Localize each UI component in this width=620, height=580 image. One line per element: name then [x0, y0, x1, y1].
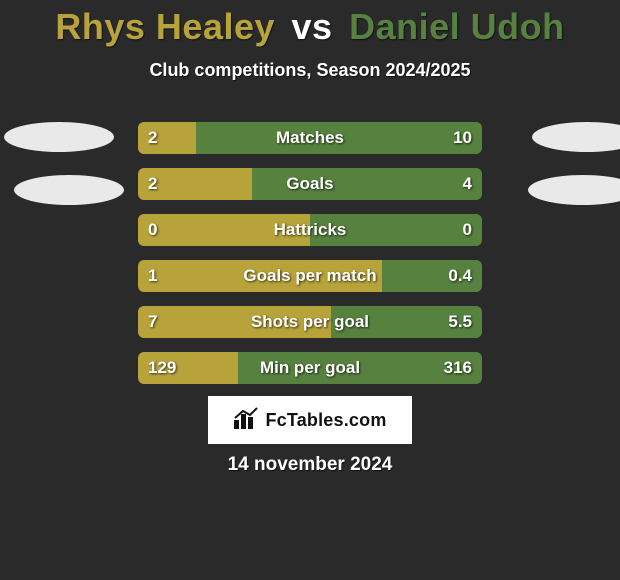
- avatar-placeholder-right-2: [528, 175, 620, 205]
- bars-icon: [233, 406, 259, 435]
- stat-seg-right: [196, 122, 482, 154]
- stat-seg-left: [138, 260, 382, 292]
- stat-bar: Matches210: [138, 122, 482, 154]
- stat-seg-left: [138, 122, 196, 154]
- stats-bars: Matches210 Goals24 Hattricks00 Goals per ma…: [138, 122, 482, 398]
- title: Rhys Healey vs Daniel Udoh: [0, 0, 620, 48]
- stat-seg-right: [238, 352, 482, 384]
- stat-bar: Hattricks00: [138, 214, 482, 246]
- avatar-placeholder-left-1: [4, 122, 114, 152]
- logo-text: FcTables.com: [265, 410, 386, 431]
- avatar-placeholder-left-2: [14, 175, 124, 205]
- stat-bar: Goals per match10.4: [138, 260, 482, 292]
- stat-bar: Min per goal129316: [138, 352, 482, 384]
- stat-seg-left: [138, 352, 238, 384]
- stat-seg-left: [138, 306, 331, 338]
- stat-seg-right: [310, 214, 482, 246]
- stat-bar: Shots per goal75.5: [138, 306, 482, 338]
- stat-seg-left: [138, 214, 310, 246]
- stat-seg-right: [252, 168, 482, 200]
- stat-bar: Goals24: [138, 168, 482, 200]
- title-player1: Rhys Healey: [55, 6, 275, 47]
- subtitle: Club competitions, Season 2024/2025: [0, 60, 620, 81]
- title-player2: Daniel Udoh: [349, 6, 565, 47]
- stat-seg-right: [331, 306, 482, 338]
- avatar-placeholder-right-1: [532, 122, 620, 152]
- title-vs: vs: [292, 6, 333, 47]
- logo: FcTables.com: [208, 396, 412, 444]
- stat-seg-right: [382, 260, 482, 292]
- date: 14 november 2024: [0, 454, 620, 476]
- stat-seg-left: [138, 168, 252, 200]
